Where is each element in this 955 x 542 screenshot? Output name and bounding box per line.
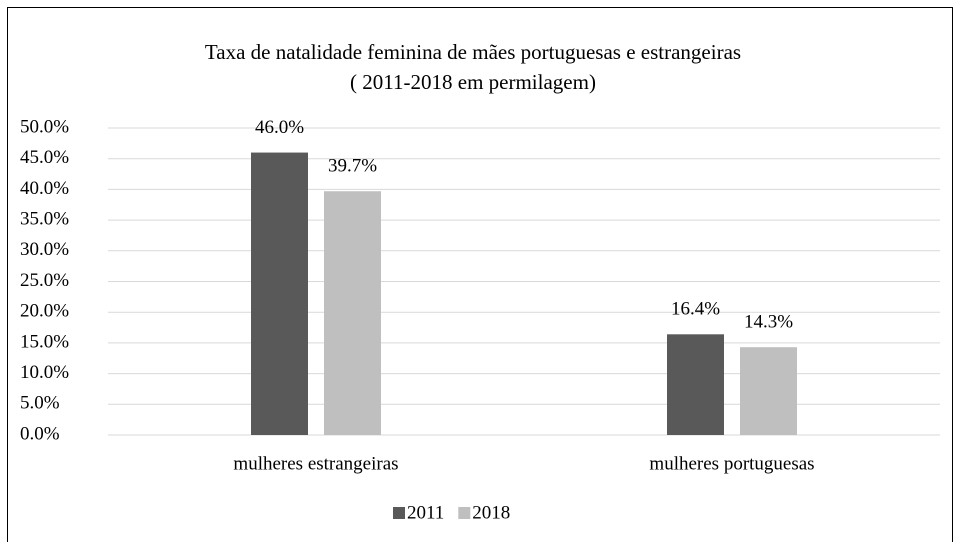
y-tick-label: 0.0% [20,423,60,444]
data-label: 39.7% [328,156,377,177]
y-tick-label: 50.0% [20,116,69,137]
y-tick-label: 30.0% [20,239,69,260]
legend-label: 2018 [472,502,510,523]
x-tick-label: mulheres estrangeiras [233,453,398,474]
chart-title: Taxa de natalidade feminina de mães port… [205,40,741,64]
y-tick-label: 20.0% [20,301,69,322]
y-tick-label: 5.0% [20,393,60,414]
y-tick-label: 15.0% [20,331,69,352]
bar [251,152,308,435]
y-tick-label: 45.0% [20,147,69,168]
bar [740,347,797,435]
legend-label: 2011 [407,502,444,523]
data-label: 14.3% [744,312,793,333]
y-tick-label: 40.0% [20,178,69,199]
legend-swatch [458,507,471,519]
legend-swatch [393,507,405,519]
chart-subtitle: ( 2011-2018 em permilagem) [350,70,596,94]
y-tick-label: 35.0% [20,208,69,229]
x-tick-label: mulheres portuguesas [649,453,814,474]
bar [667,334,724,435]
y-tick-label: 10.0% [20,362,69,383]
y-tick-label: 25.0% [20,270,69,291]
chart-border [7,7,953,542]
data-label: 46.0% [255,117,304,138]
data-label: 16.4% [671,299,720,320]
bar [324,191,381,435]
